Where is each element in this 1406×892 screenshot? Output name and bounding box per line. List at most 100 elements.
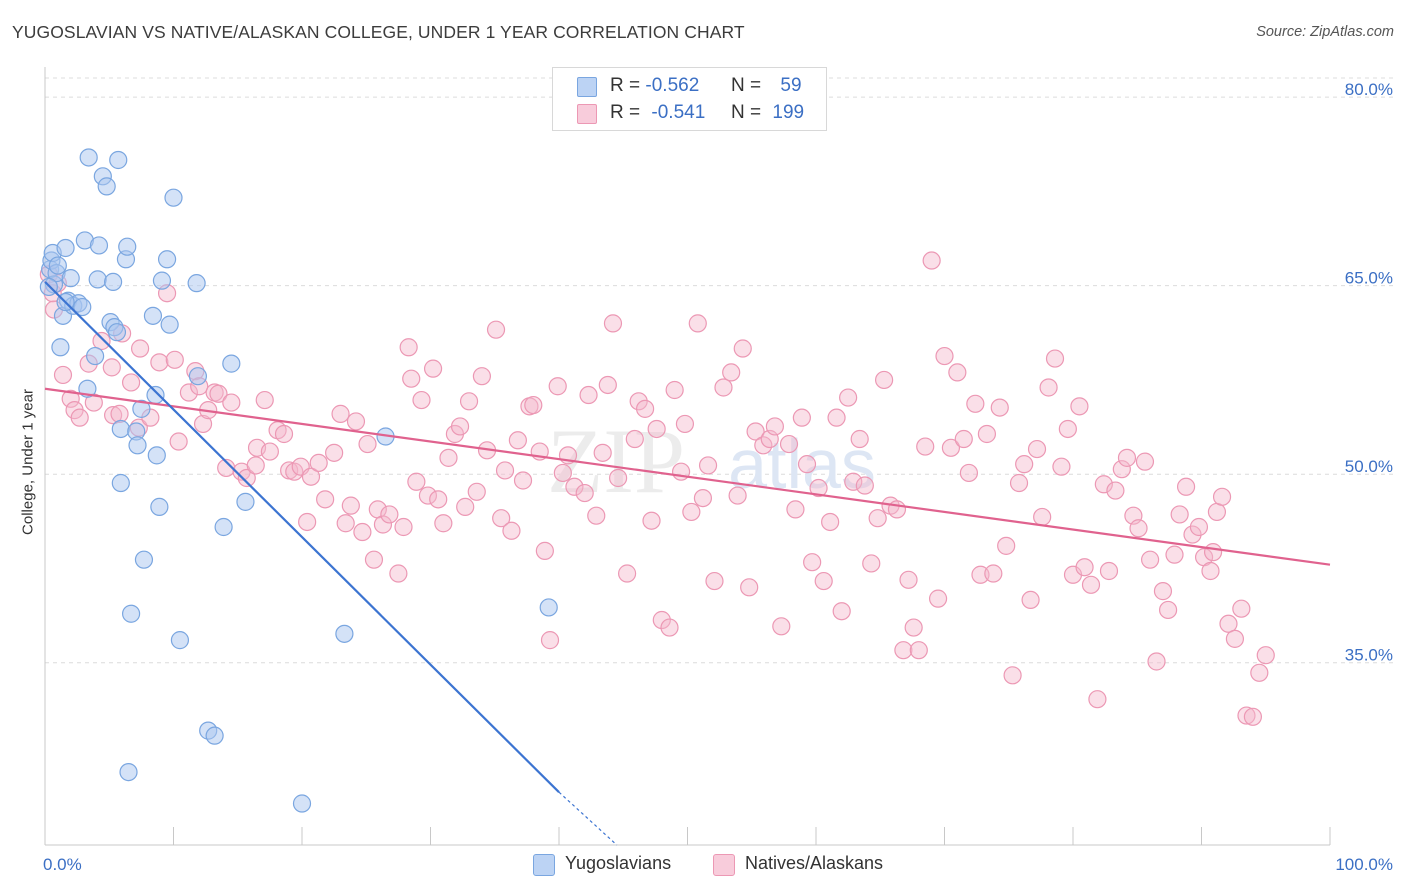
data-point	[301, 467, 321, 486]
data-point	[844, 472, 863, 491]
data-point	[593, 443, 612, 462]
data-point	[150, 497, 169, 516]
data-point	[971, 565, 990, 584]
data-point	[579, 385, 598, 405]
data-point	[539, 598, 558, 617]
data-point	[222, 354, 241, 373]
data-point	[472, 367, 491, 386]
data-point	[170, 631, 190, 650]
data-point	[814, 571, 833, 591]
data-point	[1250, 663, 1269, 682]
legend-swatch-blue	[577, 77, 597, 97]
data-point	[118, 237, 137, 256]
legend-swatch-pink	[713, 854, 735, 876]
legend-r-value: -0.541	[651, 102, 706, 123]
data-point	[642, 511, 661, 530]
data-point	[746, 422, 765, 441]
data-point	[214, 517, 233, 537]
data-point	[660, 618, 679, 637]
data-point	[513, 471, 533, 490]
data-point	[618, 564, 637, 583]
data-point	[1232, 599, 1251, 618]
data-point	[364, 550, 384, 569]
data-point	[1129, 519, 1148, 538]
data-point	[1009, 473, 1029, 493]
data-point	[779, 434, 799, 454]
data-point	[772, 617, 791, 636]
data-point	[1117, 448, 1137, 467]
data-point	[346, 412, 366, 431]
data-point	[48, 256, 67, 275]
trend-line-natives	[44, 387, 1331, 566]
data-point	[675, 414, 695, 434]
data-point	[629, 392, 648, 411]
data-point	[740, 578, 759, 597]
data-point	[1099, 561, 1119, 581]
data-point	[977, 424, 997, 444]
data-point	[130, 339, 150, 358]
data-point	[92, 331, 111, 351]
data-point	[380, 505, 399, 524]
data-point	[899, 570, 918, 589]
data-point	[169, 432, 188, 451]
legend-r-value: -0.562	[645, 75, 700, 96]
data-point	[524, 395, 543, 415]
data-point	[423, 359, 443, 378]
y-axis-label-wrap: College, Under 1 year	[8, 0, 48, 892]
data-point	[862, 554, 881, 573]
data-point	[553, 463, 572, 483]
data-point	[217, 458, 236, 478]
data-point	[698, 456, 718, 475]
data-point	[575, 483, 594, 503]
data-point	[107, 323, 127, 342]
trend-line-yugoslavians-extension	[558, 791, 618, 846]
data-point	[941, 438, 961, 457]
data-point	[855, 476, 874, 495]
data-point	[56, 238, 75, 258]
data-point	[459, 392, 479, 411]
data-point	[97, 177, 116, 196]
legend-n-value: 199	[772, 102, 805, 123]
data-point	[492, 509, 511, 528]
data-point	[209, 384, 228, 403]
data-point	[909, 641, 928, 660]
chart-title: YUGOSLAVIAN VS NATIVE/ALASKAN COLLEGE, U…	[12, 22, 745, 42]
data-point	[1183, 525, 1202, 544]
data-point	[246, 456, 265, 475]
data-point	[535, 541, 554, 560]
data-point	[152, 271, 172, 290]
y-tick-label: 65.0%	[1345, 269, 1393, 288]
data-point	[714, 378, 733, 397]
data-point	[86, 346, 105, 366]
data-point	[486, 320, 506, 339]
data-point	[1088, 690, 1107, 709]
data-point	[894, 641, 913, 660]
data-point	[966, 394, 985, 413]
data-point	[399, 338, 418, 357]
data-point	[728, 486, 747, 505]
data-point	[150, 353, 169, 372]
data-point	[548, 377, 567, 396]
data-point	[353, 522, 372, 542]
data-point	[1212, 487, 1232, 506]
legend-n: N = 59	[731, 75, 802, 96]
data-point	[990, 398, 1009, 417]
data-point	[255, 390, 274, 410]
trend-line-yugoslavians	[44, 281, 560, 793]
data-point	[827, 408, 846, 427]
data-point	[73, 297, 92, 317]
legend-swatch-pink	[577, 104, 597, 124]
data-point	[997, 536, 1016, 555]
data-point	[373, 515, 393, 534]
data-point	[705, 571, 724, 591]
data-point	[298, 512, 317, 532]
data-point	[1165, 545, 1184, 564]
legend-label: Natives/Alaskans	[745, 853, 884, 873]
data-point	[429, 490, 448, 509]
data-point	[237, 468, 256, 488]
data-point	[412, 390, 431, 410]
data-point	[335, 624, 354, 643]
data-point	[1045, 349, 1065, 368]
legend-r: R = -0.562	[610, 75, 700, 96]
